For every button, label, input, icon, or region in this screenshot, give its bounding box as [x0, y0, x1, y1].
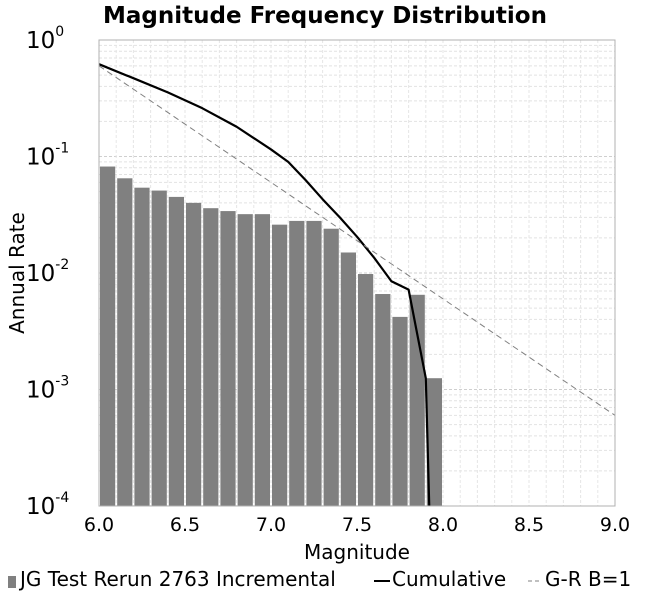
gr-line	[98, 65, 616, 416]
legend-label-incremental: JG Test Rerun 2763 Incremental	[18, 567, 336, 591]
bar-20	[426, 378, 442, 506]
bar-9	[237, 214, 253, 506]
y-axis-label: Annual Rate	[5, 212, 29, 334]
bar-7	[203, 208, 219, 506]
legend-swatch-incremental	[8, 576, 16, 588]
bar-3	[134, 187, 150, 506]
y-tick-label: 10-2	[26, 257, 69, 287]
bar-15	[340, 252, 356, 506]
bar-10	[254, 214, 270, 506]
bar-2	[117, 178, 133, 506]
x-tick-label: 9.0	[600, 514, 630, 536]
bar-18	[392, 316, 408, 506]
x-tick-label: 6.0	[84, 514, 114, 536]
bar-12	[289, 220, 305, 507]
bar-6	[186, 202, 202, 506]
y-tick-labels: 100 10-1 10-2 10-3 10-4	[26, 24, 69, 520]
bar-13	[306, 220, 322, 507]
bar-14	[323, 228, 339, 506]
y-tick-label: 10-4	[26, 490, 69, 520]
bar-16	[358, 274, 374, 506]
x-tick-labels: 6.0 6.5 7.0 7.5 8.0 8.5 9.0	[84, 514, 630, 536]
bar-1	[100, 166, 116, 506]
bar-17	[375, 294, 391, 506]
bar-4	[151, 190, 167, 507]
chart-title: Magnitude Frequency Distribution	[103, 3, 547, 29]
cumulative-line	[98, 63, 431, 507]
bar-19	[409, 294, 425, 506]
x-axis-label: Magnitude	[304, 540, 410, 564]
legend: JG Test Rerun 2763 Incremental Cumulative…	[8, 567, 631, 591]
x-tick-label: 7.0	[256, 514, 286, 536]
y-tick-label: 100	[26, 24, 64, 54]
grid-lines	[99, 40, 616, 507]
x-tick-label: 8.5	[514, 514, 544, 536]
x-tick-label: 8.0	[428, 514, 458, 536]
bar-11	[272, 224, 288, 506]
legend-label-gr: G-R B=1	[545, 567, 631, 591]
incremental-bars	[100, 166, 442, 507]
bar-8	[220, 211, 236, 506]
x-tick-label: 7.5	[342, 514, 372, 536]
x-tick-label: 6.5	[170, 514, 200, 536]
bar-5	[168, 196, 184, 506]
plot-frame	[98, 39, 616, 507]
y-tick-label: 10-3	[26, 374, 69, 404]
y-tick-label: 10-1	[26, 141, 69, 171]
series-lines	[98, 63, 616, 507]
legend-label-cumulative: Cumulative	[392, 567, 506, 591]
